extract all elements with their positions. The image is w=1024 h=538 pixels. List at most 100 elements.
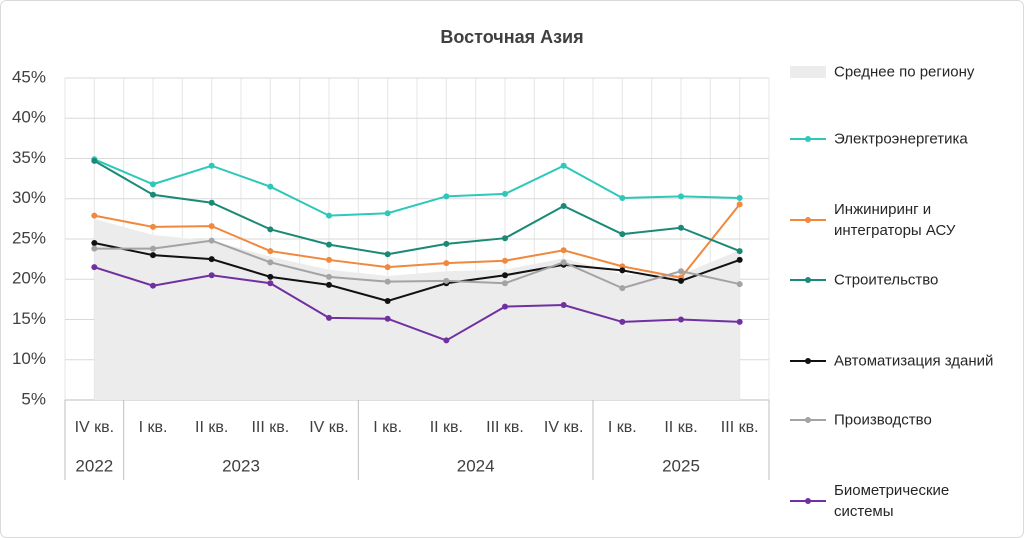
marker [91,240,98,247]
area [94,218,740,400]
line [94,242,741,303]
line [93,160,741,256]
marker [384,278,391,285]
marker [560,247,567,254]
marker [384,210,391,217]
marker [91,212,98,219]
line [93,158,740,217]
marker [619,285,626,292]
marker [502,280,508,287]
x-tick-label: III кв. [251,419,289,436]
marker [267,248,274,255]
x-tick-label: II кв. [430,419,463,436]
marker [150,252,156,259]
marker [502,190,508,197]
marker [384,264,391,271]
marker [443,260,450,267]
marker [443,240,450,247]
marker [560,302,567,309]
marker [326,256,332,263]
y-tick-label: 20% [12,269,46,288]
marker [502,235,508,242]
x-tick-label: I кв. [373,419,402,436]
marker [678,224,684,231]
marker [91,245,98,252]
marker [619,267,626,274]
legend-swatch-marker [805,498,811,504]
y-tick-label: 40% [12,108,46,127]
marker [150,181,156,188]
y-tick-label: 30% [12,188,46,207]
line [94,239,740,290]
y-tick-label: 10% [12,349,46,368]
marker [150,191,156,198]
y-tick-label: 35% [12,148,46,167]
legend-label: Среднее по региону [834,63,975,81]
legend-swatch-marker [805,217,811,223]
legend-label: Производство [834,411,932,429]
legend-swatch-marker [805,277,811,283]
legend-label: Биометрические системы [834,482,950,520]
marker [619,231,626,238]
marker [678,268,684,275]
marker [208,237,215,244]
legend-swatch-marker [805,136,811,142]
x-tick-label: IV кв. [544,419,584,436]
y-tick-label: 15% [12,309,46,328]
x-group-label: 2022 [75,456,113,475]
marker [91,157,98,164]
marker [560,202,567,209]
marker [736,281,743,288]
marker [208,272,215,279]
line [94,203,741,279]
legend-swatch [790,66,826,78]
marker [384,251,391,258]
marker [560,162,567,169]
marker [150,223,156,230]
marker [326,273,332,280]
marker [678,277,684,284]
marker [443,193,450,200]
marker [736,248,743,255]
marker [384,315,391,322]
x-group-label: 2024 [457,456,495,475]
marker [619,318,626,325]
x-tick-label: I кв. [608,419,637,436]
y-tick-label: 5% [21,389,46,408]
marker [736,201,743,208]
marker [326,212,332,219]
marker [267,259,274,266]
marker [208,223,215,230]
marker [267,280,274,287]
marker [326,281,332,288]
x-tick-label: III кв. [486,419,524,436]
marker [326,314,332,321]
marker [267,273,274,280]
marker [326,241,332,248]
marker [443,337,450,344]
marker [678,193,684,200]
marker [502,303,508,310]
x-tick-label: III кв. [721,419,759,436]
marker [619,194,626,201]
marker [736,256,743,263]
marker [736,318,743,325]
marker [384,297,391,304]
marker [502,272,508,279]
marker [267,226,274,233]
x-group-label: 2023 [222,456,260,475]
y-tick-label: 45% [12,67,46,86]
legend-label: Автоматизация зданий [834,352,994,370]
marker [208,162,215,169]
marker [736,194,743,201]
y-tick-label: 25% [12,228,46,247]
marker [267,183,274,190]
x-tick-label: II кв. [195,419,228,436]
legend-label: Строительство [834,271,939,289]
line [94,266,740,342]
marker [443,277,450,284]
marker [560,259,567,266]
legend-swatch-marker [805,358,811,364]
